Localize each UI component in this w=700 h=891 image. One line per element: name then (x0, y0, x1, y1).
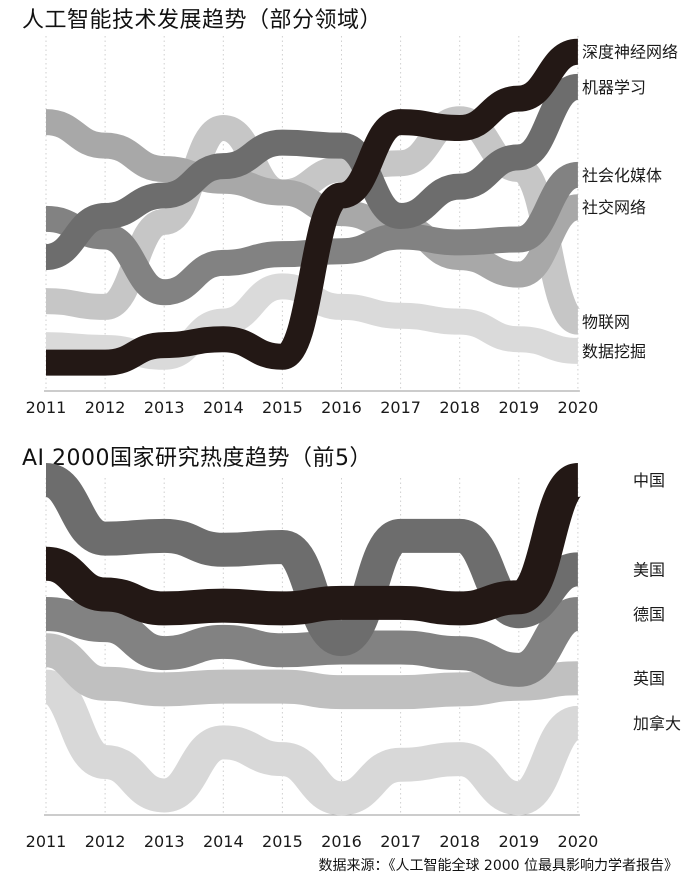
series-label: 中国 (633, 471, 665, 490)
x-tick-label: 2014 (203, 398, 244, 417)
tech-trends-chart: 数据挖掘 物联网 社交网络 社会化媒体 机器学习 深度神经网络 2011 2012 2013 20… (26, 36, 678, 417)
data-source-note: 数据来源：《人工智能全球 2000 位最具影响力学者报告》 (318, 858, 678, 874)
series-ribbon-1 (44, 463, 584, 626)
series-ribbon-5 (42, 669, 582, 816)
series-label: 机器学习 (582, 78, 646, 97)
x-tick-label: 2019 (498, 832, 539, 851)
x-tick-label: 2020 (558, 398, 599, 417)
x-tick-label: 2014 (203, 832, 244, 851)
x-tick-label: 2017 (380, 832, 421, 851)
x-tick-label: 2016 (321, 398, 362, 417)
series-ribbon-3 (45, 597, 581, 687)
series-label: 社交网络 (582, 198, 646, 217)
x-tick-label: 2020 (558, 832, 599, 851)
series-label: 加拿大 (633, 714, 681, 733)
x-tick-label: 2011 (26, 398, 67, 417)
country-trends-chart: 加拿大 英国 德国 美国 中国 2011 2012 2013 2014 2015 2016 2017 2… (26, 463, 681, 851)
series-label: 美国 (633, 560, 665, 579)
series-label: 德国 (633, 605, 665, 624)
x-tick-label: 2018 (439, 832, 480, 851)
x-tick-label: 2013 (144, 832, 185, 851)
x-tick-label: 2019 (498, 398, 539, 417)
chart-title-tech-trends: 人工智能技术发展趋势（部分领域） (22, 8, 383, 33)
series-label: 社会化媒体 (582, 166, 662, 185)
chart-title-country-trends: AI 2000国家研究热度趋势（前5） (22, 446, 373, 471)
x-tick-label: 2013 (144, 398, 185, 417)
series-ribbon-4 (44, 633, 579, 710)
series-ribbon-2 (44, 73, 581, 271)
series-label: 数据挖掘 (582, 342, 646, 361)
x-tick-label: 2015 (262, 832, 303, 851)
series-label: 英国 (633, 669, 665, 688)
x-tick-label: 2015 (262, 398, 303, 417)
series-ribbon-1 (45, 38, 580, 376)
x-tick-label: 2011 (26, 832, 67, 851)
series-label: 物联网 (582, 313, 630, 332)
x-tick-label: 2012 (85, 832, 126, 851)
x-tick-label: 2012 (85, 398, 126, 417)
x-tick-label: 2018 (439, 398, 480, 417)
series-label: 深度神经网络 (582, 43, 678, 62)
x-tick-label: 2017 (380, 398, 421, 417)
x-tick-label: 2016 (321, 832, 362, 851)
